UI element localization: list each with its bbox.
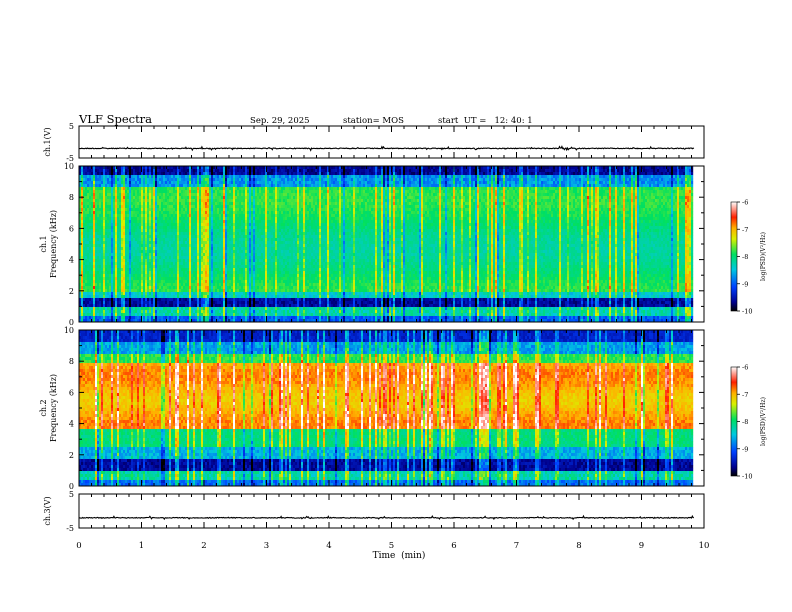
x-tick-label: 2 — [201, 541, 206, 551]
y-tick-label: 5 — [69, 490, 74, 499]
colorbar-tick-label: -9 — [742, 280, 748, 288]
y-axis-label: ch.1(V) — [43, 127, 52, 156]
date-label: Sep. 29, 2025 — [250, 116, 310, 126]
spectrogram-image — [79, 330, 704, 487]
x-tick-label: 3 — [264, 541, 269, 551]
x-tick-label: 10 — [699, 541, 710, 551]
ch1-voltage-panel: 5 -5 ch.1(V) — [43, 122, 705, 163]
y-axis-label: Frequency (kHz) — [49, 210, 58, 278]
colorbar-tick-label: -10 — [742, 308, 752, 316]
x-tick-label: 8 — [576, 541, 581, 551]
y-tick-label: 0 — [69, 482, 74, 491]
y-tick-label: 2 — [69, 451, 74, 460]
y-axis-label: ch.1 — [39, 235, 48, 252]
y-tick-label: 5 — [69, 122, 74, 131]
y-tick-label: 4 — [69, 420, 74, 429]
y-axis-label: ch.2 — [39, 399, 48, 416]
y-tick-label: 0 — [69, 318, 74, 327]
colorbar-tick-label: -7 — [742, 226, 748, 234]
colorbar-tick-label: -6 — [742, 199, 748, 207]
y-tick-label: 4 — [69, 256, 74, 265]
ch2-spectrogram-panel: 0 2 4 6 8 10 ch.2 Frequency (kHz) — [39, 326, 705, 491]
colorbar-label: log(PSD)(V²/Hz) — [760, 232, 767, 281]
x-axis-label: Time (min) — [373, 550, 426, 561]
y-tick-label: 6 — [69, 388, 74, 397]
colorbar-scale — [730, 366, 738, 477]
x-tick-label: 1 — [139, 541, 144, 551]
y-axis-label: ch.3(V) — [43, 496, 52, 525]
x-tick-label: 9 — [639, 541, 644, 551]
colorbar-tick-label: -7 — [742, 391, 748, 399]
x-tick-label: 0 — [76, 541, 81, 551]
start-time-label: start UT = 12: 40: 1 — [438, 116, 533, 126]
x-tick-label: 6 — [451, 541, 456, 551]
colorbar-tick-label: -8 — [742, 253, 748, 261]
x-tick-label: 7 — [514, 541, 519, 551]
y-tick-label: 10 — [64, 326, 74, 335]
figure-title: VLF Spectra — [78, 112, 152, 126]
colorbar-tick-label: -6 — [742, 364, 748, 372]
x-tick-label: 5 — [389, 541, 394, 551]
ch3-voltage-panel: 5 -5 ch.3(V) — [43, 490, 705, 533]
y-tick-label: 6 — [69, 224, 74, 233]
spectrogram-image — [79, 166, 704, 323]
colorbar-tick-label: -8 — [742, 418, 748, 426]
voltage-trace — [78, 145, 695, 152]
colorbar-label: log(PSD)(V²/Hz) — [760, 397, 767, 446]
station-label: station= MOS — [343, 116, 404, 126]
y-tick-label: -5 — [66, 154, 74, 163]
y-tick-label: 8 — [69, 193, 74, 202]
colorbar-scale — [730, 201, 738, 312]
colorbar-tick-label: -10 — [742, 473, 752, 481]
ch2-colorbar: -6 -7 -8 -9 -10 log(PSD)(V²/Hz) — [730, 364, 767, 481]
x-tick-label: 4 — [326, 541, 331, 551]
y-tick-label: -5 — [66, 524, 74, 533]
ch1-spectrogram-panel: 0 2 4 6 8 10 ch.1 Frequency (kHz) — [39, 162, 705, 327]
y-tick-label: 10 — [64, 162, 74, 171]
ch1-colorbar: -6 -7 -8 -9 -10 log(PSD)(V²/Hz) — [730, 199, 767, 316]
y-tick-label: 8 — [69, 357, 74, 366]
y-axis-label: Frequency (kHz) — [49, 374, 58, 442]
colorbar-tick-label: -9 — [742, 445, 748, 453]
x-axis-tick-labels: 0 1 2 3 4 5 6 7 8 9 10 — [76, 541, 709, 551]
voltage-trace — [78, 514, 695, 521]
y-tick-label: 2 — [69, 287, 74, 296]
